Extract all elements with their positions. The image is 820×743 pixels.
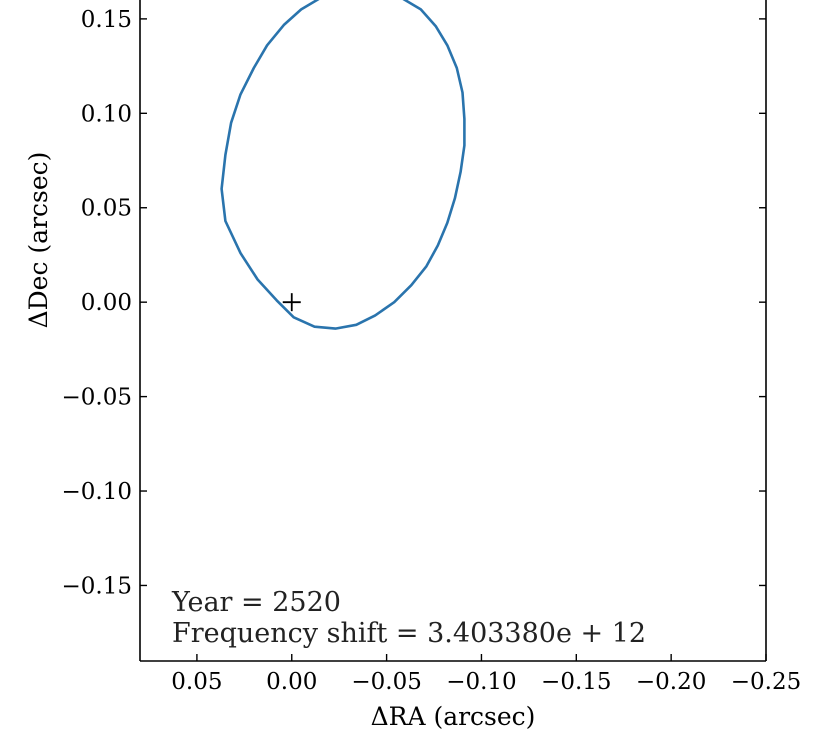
y-tick-label: 0.00 [81, 290, 132, 316]
y-tick-label: −0.15 [62, 573, 132, 599]
x-tick-label: −0.25 [731, 669, 801, 695]
x-tick-label: −0.15 [541, 669, 611, 695]
y-tick-label: −0.05 [62, 385, 132, 411]
annotation-year: Year = 2520 [171, 587, 341, 618]
y-tick-label: 0.10 [81, 101, 132, 127]
x-axis-title: ΔRA (arcsec) [371, 702, 536, 731]
y-tick-label: 0.05 [81, 196, 132, 222]
annotation-frequency-shift: Frequency shift = 3.403380e + 12 [172, 618, 646, 649]
orbit-ellipse-series-0 [220, 0, 466, 330]
x-tick-label: −0.20 [636, 669, 706, 695]
x-tick-label: 0.05 [171, 669, 222, 695]
x-tick-label: −0.10 [446, 669, 516, 695]
origin-plus-marker [282, 293, 301, 312]
y-axis-title: ΔDec (arcsec) [24, 152, 53, 329]
x-tick-label: −0.05 [351, 669, 421, 695]
x-tick-label: 0.00 [266, 669, 317, 695]
y-tick-label: 0.15 [81, 7, 132, 33]
y-tick-label: −0.10 [62, 479, 132, 505]
